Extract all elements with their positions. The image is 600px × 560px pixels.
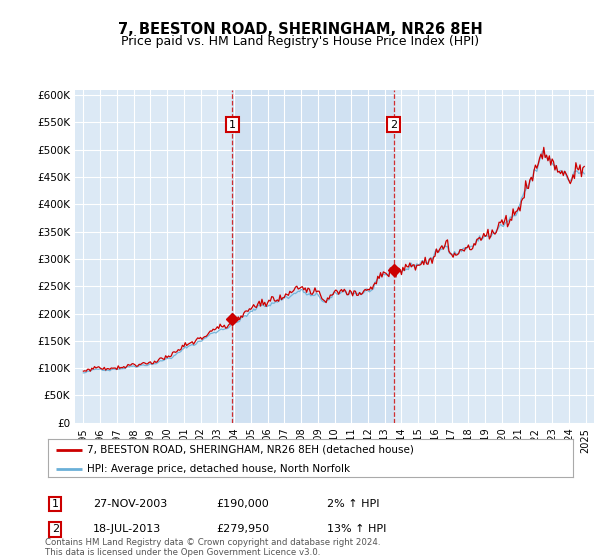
Text: 7, BEESTON ROAD, SHERINGHAM, NR26 8EH: 7, BEESTON ROAD, SHERINGHAM, NR26 8EH [118, 22, 482, 38]
Text: 1: 1 [52, 499, 59, 509]
Text: 1: 1 [229, 120, 236, 129]
Text: 2: 2 [390, 120, 397, 129]
Text: HPI: Average price, detached house, North Norfolk: HPI: Average price, detached house, Nort… [88, 464, 350, 474]
Text: 18-JUL-2013: 18-JUL-2013 [93, 524, 161, 534]
Text: 2: 2 [52, 524, 59, 534]
Bar [232, 90, 394, 423]
Text: 7, BEESTON ROAD, SHERINGHAM, NR26 8EH (detached house): 7, BEESTON ROAD, SHERINGHAM, NR26 8EH (d… [88, 445, 414, 455]
Text: £190,000: £190,000 [216, 499, 269, 509]
Text: Contains HM Land Registry data © Crown copyright and database right 2024.
This d: Contains HM Land Registry data © Crown c… [45, 538, 380, 557]
Text: 2% ↑ HPI: 2% ↑ HPI [327, 499, 380, 509]
Text: £279,950: £279,950 [216, 524, 269, 534]
Text: Price paid vs. HM Land Registry's House Price Index (HPI): Price paid vs. HM Land Registry's House … [121, 35, 479, 48]
Text: 13% ↑ HPI: 13% ↑ HPI [327, 524, 386, 534]
Text: 27-NOV-2003: 27-NOV-2003 [93, 499, 167, 509]
